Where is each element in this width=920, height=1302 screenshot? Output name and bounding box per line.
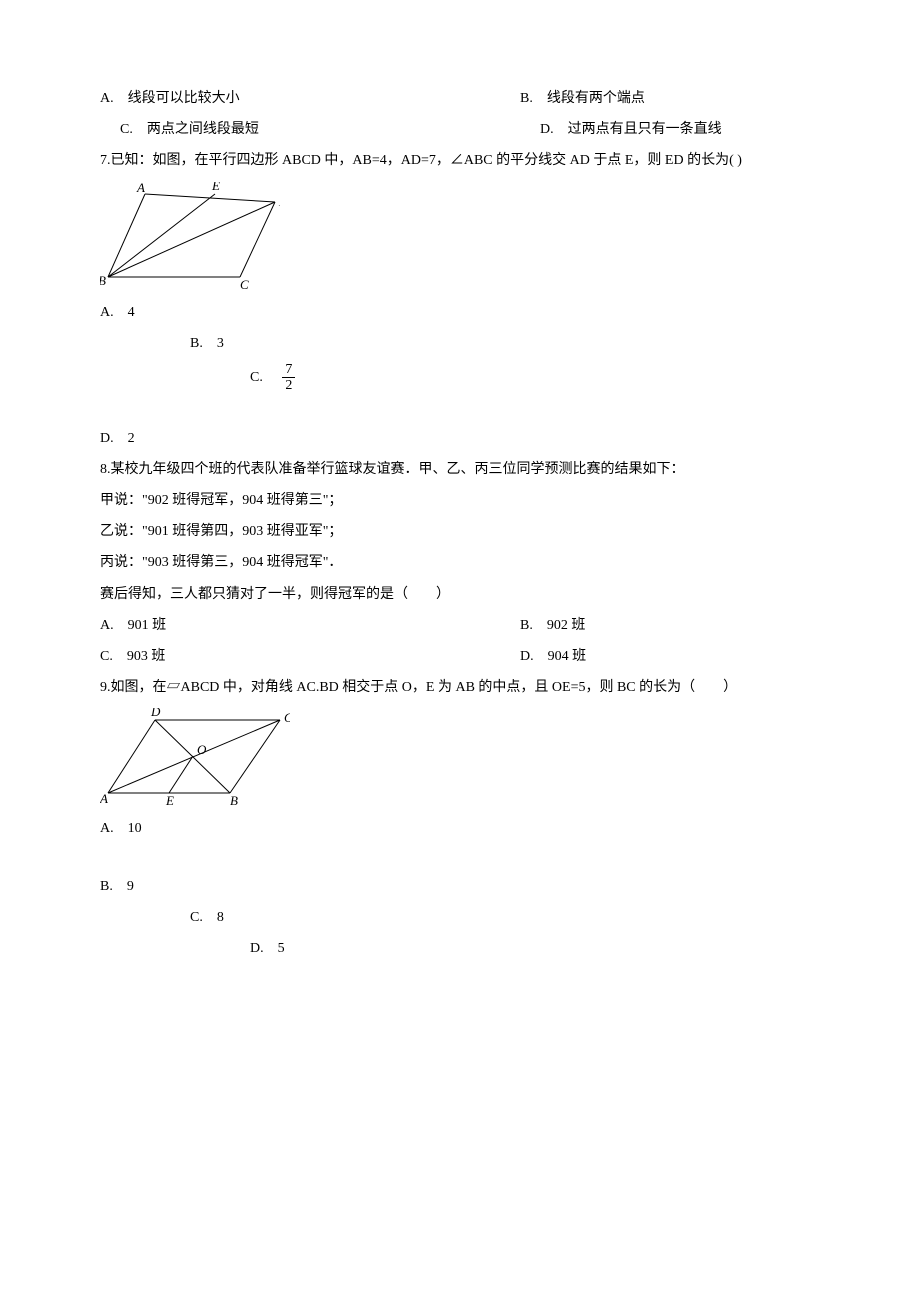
q8-line5: 赛后得知，三人都只猜对了一半，则得冠军的是（ ） [100,582,820,607]
q9-diagram: A B C D O E [100,708,820,808]
svg-text:C: C [284,710,290,725]
q9-option-a: A. 10 [100,816,820,841]
svg-text:E: E [211,182,220,193]
q7-option-c-prefix: C. [250,370,277,385]
svg-text:E: E [165,793,174,808]
q7-option-c: C. 7 2 [100,362,820,394]
q9-stem: 9.如图，在▱ABCD 中，对角线 AC.BD 相交于点 O，E 为 AB 的中… [100,675,820,700]
q8-option-c: C. 903 班 [100,644,520,669]
q7-option-b: B. 3 [100,331,820,356]
prev-options-row1: A. 线段可以比较大小 B. 线段有两个端点 [100,86,820,111]
svg-text:B: B [230,793,238,808]
q8-options-row1: A. 901 班 B. 902 班 [100,613,820,638]
q8-line4: 丙说："903 班得第三，904 班得冠军"． [100,550,820,575]
q8-option-a: A. 901 班 [100,613,520,638]
q8-line3: 乙说："901 班得第四，903 班得亚军"； [100,519,820,544]
q9-option-b: B. 9 [100,874,820,899]
q9-option-d: D. 5 [100,936,820,961]
q7-frac-num: 7 [282,362,295,378]
svg-text:C: C [240,277,249,292]
q7-option-d: D. 2 [100,426,820,451]
prev-option-d: D. 过两点有且只有一条直线 [540,117,722,142]
prev-option-c: C. 两点之间线段最短 [120,117,540,142]
q7-frac-den: 2 [282,378,295,393]
prev-option-b: B. 线段有两个端点 [520,86,645,111]
q8-option-d: D. 904 班 [520,644,586,669]
q7-option-c-fraction: 7 2 [282,362,295,394]
q7-stem: 7.已知：如图，在平行四边形 ABCD 中，AB=4，AD=7，∠ABC 的平分… [100,148,820,173]
svg-text:O: O [197,742,207,757]
q8-options-row2: C. 903 班 D. 904 班 [100,644,820,669]
svg-text:A: A [136,182,145,195]
q8-option-b: B. 902 班 [520,613,585,638]
q7-option-a: A. 4 [100,300,820,325]
q8-line2: 甲说："902 班得冠军，904 班得第三"； [100,488,820,513]
svg-text:D: D [150,708,161,719]
svg-text:A: A [100,791,108,806]
prev-option-a: A. 线段可以比较大小 [100,86,520,111]
q8-stem: 8.某校九年级四个班的代表队准备举行篮球友谊赛．甲、乙、丙三位同学预测比赛的结果… [100,457,820,482]
svg-text:B: B [100,273,106,288]
q9-option-c: C. 8 [100,905,820,930]
svg-text:D: D [278,194,280,209]
q7-diagram: A E D B C [100,182,820,292]
prev-options-row2: C. 两点之间线段最短 D. 过两点有且只有一条直线 [100,117,820,142]
